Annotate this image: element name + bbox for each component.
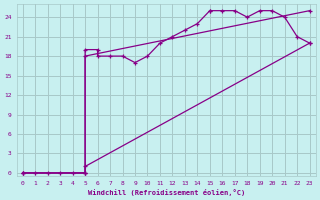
X-axis label: Windchill (Refroidissement éolien,°C): Windchill (Refroidissement éolien,°C)	[88, 189, 245, 196]
